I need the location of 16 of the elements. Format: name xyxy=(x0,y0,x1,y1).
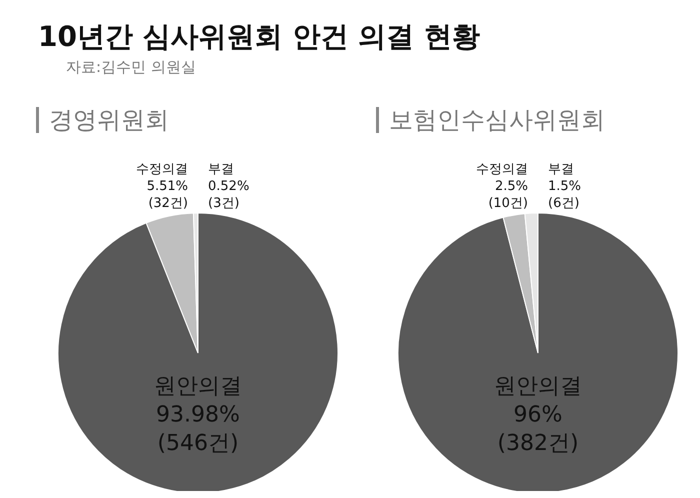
data-label: 2.5% (10건) xyxy=(488,178,528,211)
text: 자료:김수민 의원실 xyxy=(66,58,196,77)
chart-subtitle: 경영위원회 xyxy=(49,105,169,136)
slice-label: 원안의결 xyxy=(494,374,582,399)
slice-label: 수정의결 xyxy=(476,162,528,177)
slice-label: 부결 xyxy=(548,162,574,177)
data-label: 96% (382건) xyxy=(497,402,579,456)
data-label: 5.51% (32건) xyxy=(146,178,188,211)
chart-title: 10년간 심사위원회 안건 의결 현황 xyxy=(38,19,480,55)
slice-label: 수정의결 xyxy=(136,162,188,177)
slice-label: 부결 xyxy=(208,162,234,177)
data-label: 1.5% (6건) xyxy=(548,178,582,211)
data-label: 93.98% (546건) xyxy=(156,402,240,456)
chart-subtitle: 보험인수심사위원회 xyxy=(389,105,605,136)
data-label: 0.52% (3건) xyxy=(208,178,250,211)
slice-label: 원안의결 xyxy=(154,374,242,399)
